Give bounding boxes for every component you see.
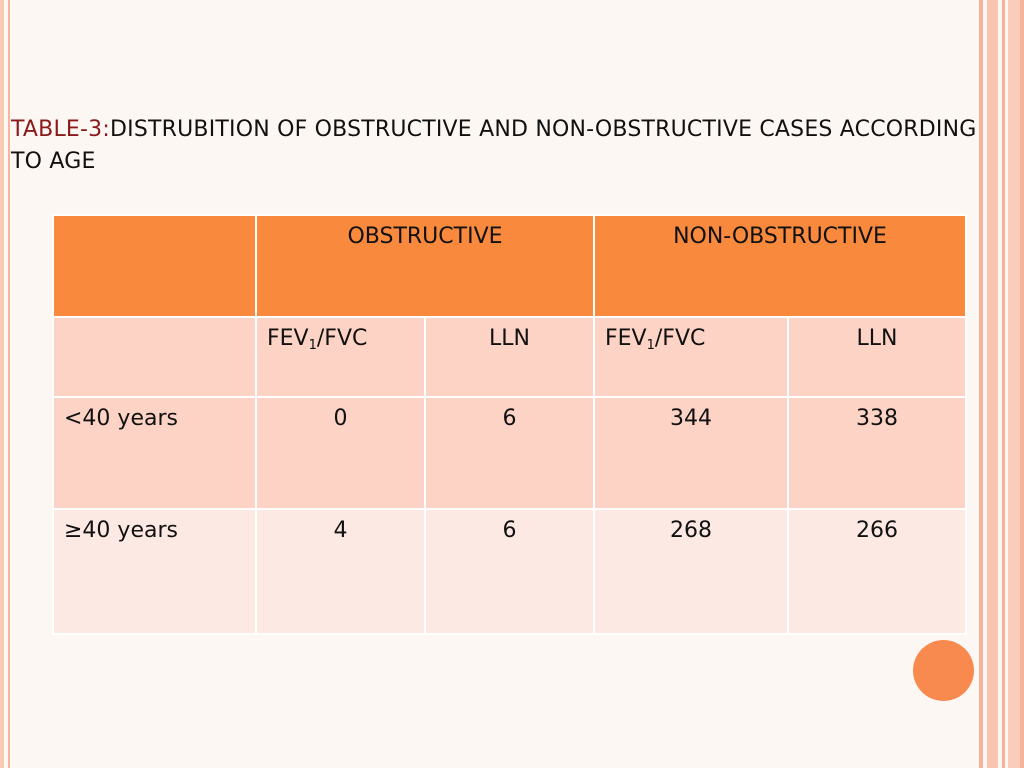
subheader-blank xyxy=(52,316,257,398)
cell-non-obstructive-lln: 338 xyxy=(787,396,967,510)
header-obstructive: OBSTRUCTIVE xyxy=(255,214,595,318)
data-table: OBSTRUCTIVE NON-OBSTRUCTIVE FEV1/FVC LLN… xyxy=(52,214,967,635)
title-prefix: TABLE-3: xyxy=(11,117,110,142)
cell-obstructive-fev: 4 xyxy=(255,508,426,635)
decor-circle xyxy=(913,640,974,701)
slide-title: TABLE-3:DISTRUBITION OF OBSTRUCTIVE AND … xyxy=(11,114,1001,178)
cell-non-obstructive-fev: 344 xyxy=(593,396,789,510)
cell-non-obstructive-lln: 266 xyxy=(787,508,967,635)
header-blank xyxy=(52,214,257,318)
header-non-obstructive: NON-OBSTRUCTIVE xyxy=(593,214,967,318)
row-label: ≥40 years xyxy=(52,508,257,635)
table-row: <40 years 0 6 344 338 xyxy=(52,396,967,510)
subheader-obstructive-lln: LLN xyxy=(424,316,595,398)
decor-stripe-left-1 xyxy=(0,0,4,768)
subheader-obstructive-fev: FEV1/FVC xyxy=(255,316,426,398)
decor-stripe-left-2 xyxy=(8,0,10,768)
title-text: DISTRUBITION OF OBSTRUCTIVE AND NON-OBST… xyxy=(11,117,977,174)
subheader-non-obstructive-fev: FEV1/FVC xyxy=(593,316,789,398)
decor-stripe-right-1 xyxy=(979,0,983,768)
decor-stripe-right-5 xyxy=(1020,0,1024,768)
table-row: ≥40 years 4 6 268 266 xyxy=(52,508,967,635)
cell-obstructive-lln: 6 xyxy=(424,508,595,635)
cell-obstructive-lln: 6 xyxy=(424,396,595,510)
decor-stripe-right-3 xyxy=(1002,0,1005,768)
cell-non-obstructive-fev: 268 xyxy=(593,508,789,635)
table-subheader-row: FEV1/FVC LLN FEV1/FVC LLN xyxy=(52,316,967,398)
table-header-row: OBSTRUCTIVE NON-OBSTRUCTIVE xyxy=(52,214,967,318)
decor-stripe-right-2 xyxy=(987,0,998,768)
subheader-non-obstructive-lln: LLN xyxy=(787,316,967,398)
row-label: <40 years xyxy=(52,396,257,510)
cell-obstructive-fev: 0 xyxy=(255,396,426,510)
